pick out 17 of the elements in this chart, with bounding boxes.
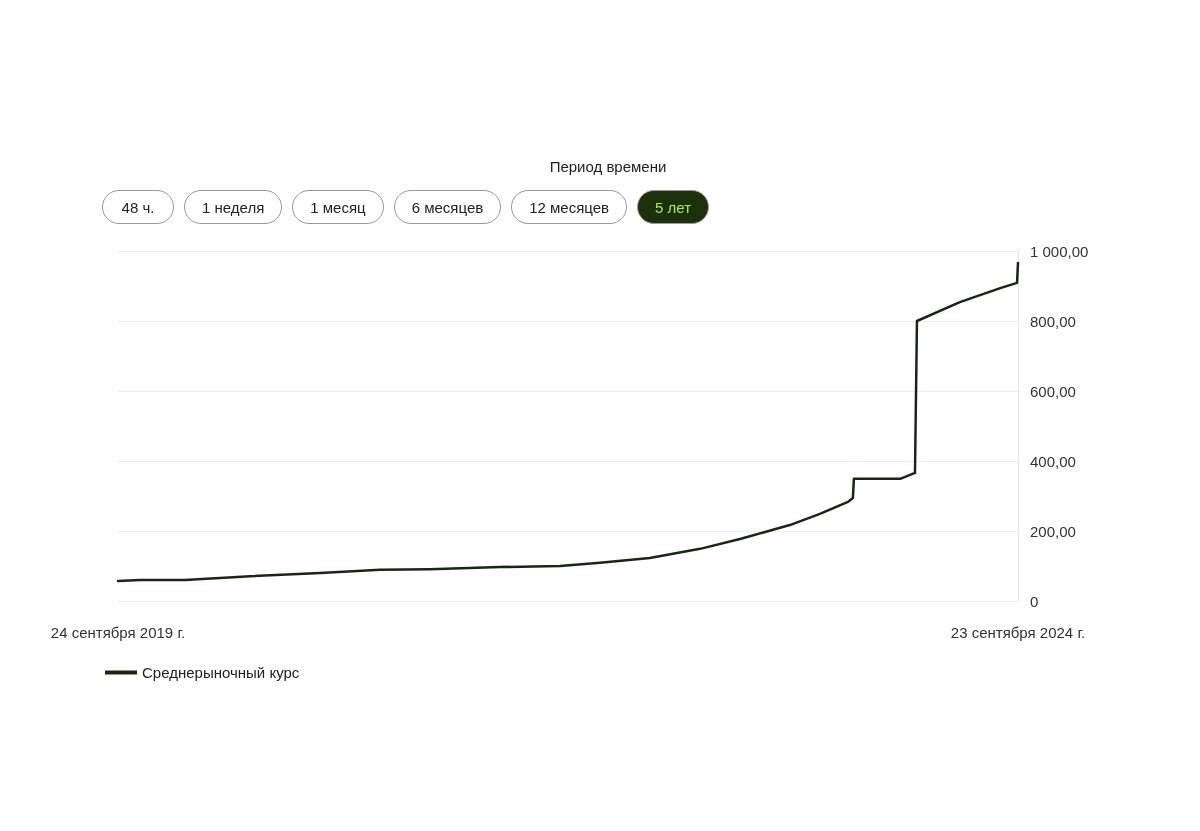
- y-tick-label: 1 000,00: [1030, 242, 1089, 260]
- y-tick-label: 0: [1030, 592, 1039, 610]
- legend-label: Среднерыночный курс: [142, 664, 300, 681]
- x-tick-label: 24 сентября 2019 г.: [50, 624, 186, 641]
- x-tick-label: 23 сентября 2024 г.: [950, 624, 1086, 641]
- y-tick-label: 400,00: [1030, 452, 1076, 470]
- text: 6 месяцев: [393, 190, 502, 224]
- y-tick-label: 800,00: [1030, 312, 1076, 330]
- chart-title: Период времени: [548, 158, 668, 175]
- y-tick-label: 600,00: [1030, 382, 1076, 400]
- text: 48 ч.: [102, 190, 174, 224]
- text: 1 неделя: [184, 190, 283, 224]
- line-series: [116, 261, 1020, 583]
- text: 1 месяц: [292, 190, 384, 224]
- y-tick-label: 200,00: [1030, 522, 1076, 540]
- text: 5 лет: [637, 190, 710, 224]
- text: 12 месяцев: [511, 190, 628, 224]
